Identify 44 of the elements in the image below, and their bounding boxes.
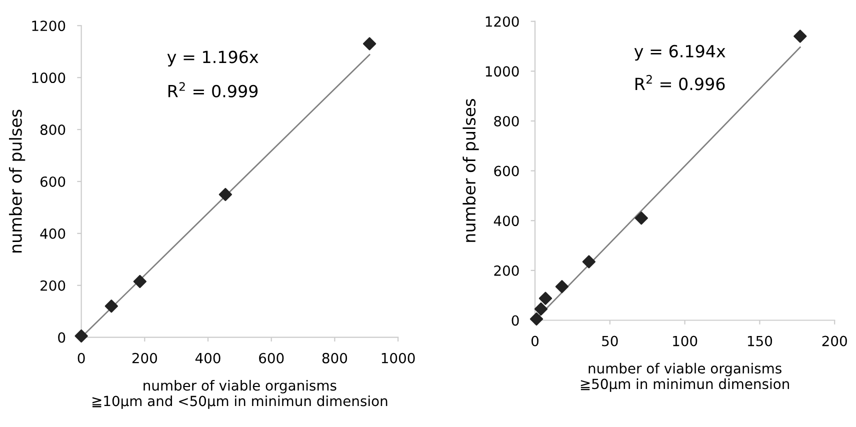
point [530,312,544,326]
point [362,37,376,50]
y-tick-label: 800 [494,116,519,126]
y-tick-label: 200 [40,280,66,291]
y-tick-label: 400 [494,216,519,226]
x-axis-title: number of viable organisms ≧50μm in minimun dimension [580,362,789,392]
point [555,280,569,294]
y-tick-label: 400 [40,228,66,239]
x-tick-label: 200 [822,336,847,346]
annotation: y = 1.196x [167,50,258,66]
y-tick-label: 1200 [486,16,519,27]
y-tick-label: 1000 [486,66,519,77]
point [582,255,596,268]
point [104,300,118,313]
annotation: R$^{2}$ = 0.999 [168,82,258,98]
y-tick-label: 600 [494,166,519,176]
x-tick-label: 0 [531,336,538,346]
x-tick-label: 1000 [382,352,415,364]
x-tick-label: 150 [748,336,772,346]
point [634,212,648,225]
x-axis-title: number of viable organisms ≧10μm and <50μm in minimun dimension [92,380,388,409]
annotation: y = 6.194x [634,44,726,61]
point [534,302,548,316]
point [538,292,552,305]
y-tick-label: 800 [40,124,66,135]
x-tick-label: 800 [322,352,348,364]
y-tick-label: 0 [512,315,519,326]
x-tick-label: 600 [259,352,284,364]
point [74,329,88,343]
point [794,30,807,43]
annotation: R$^{2}$ = 0.996 [636,74,725,90]
x-tick-label: 50 [602,336,618,346]
y-tick-label: 1200 [32,20,66,32]
point [218,188,232,202]
y-tick-label: 200 [494,265,519,276]
y-axis-title: number of pulses [9,110,26,253]
x-tick-label: 200 [132,352,157,364]
y-tick-label: 600 [40,176,66,187]
x-tick-label: 100 [673,336,698,346]
x-tick-label: 400 [195,352,220,364]
y-axis-title: number of pulses [462,99,479,242]
x-tick-label: 0 [78,352,85,364]
y-tick-label: 1000 [32,72,66,84]
point [133,274,146,288]
